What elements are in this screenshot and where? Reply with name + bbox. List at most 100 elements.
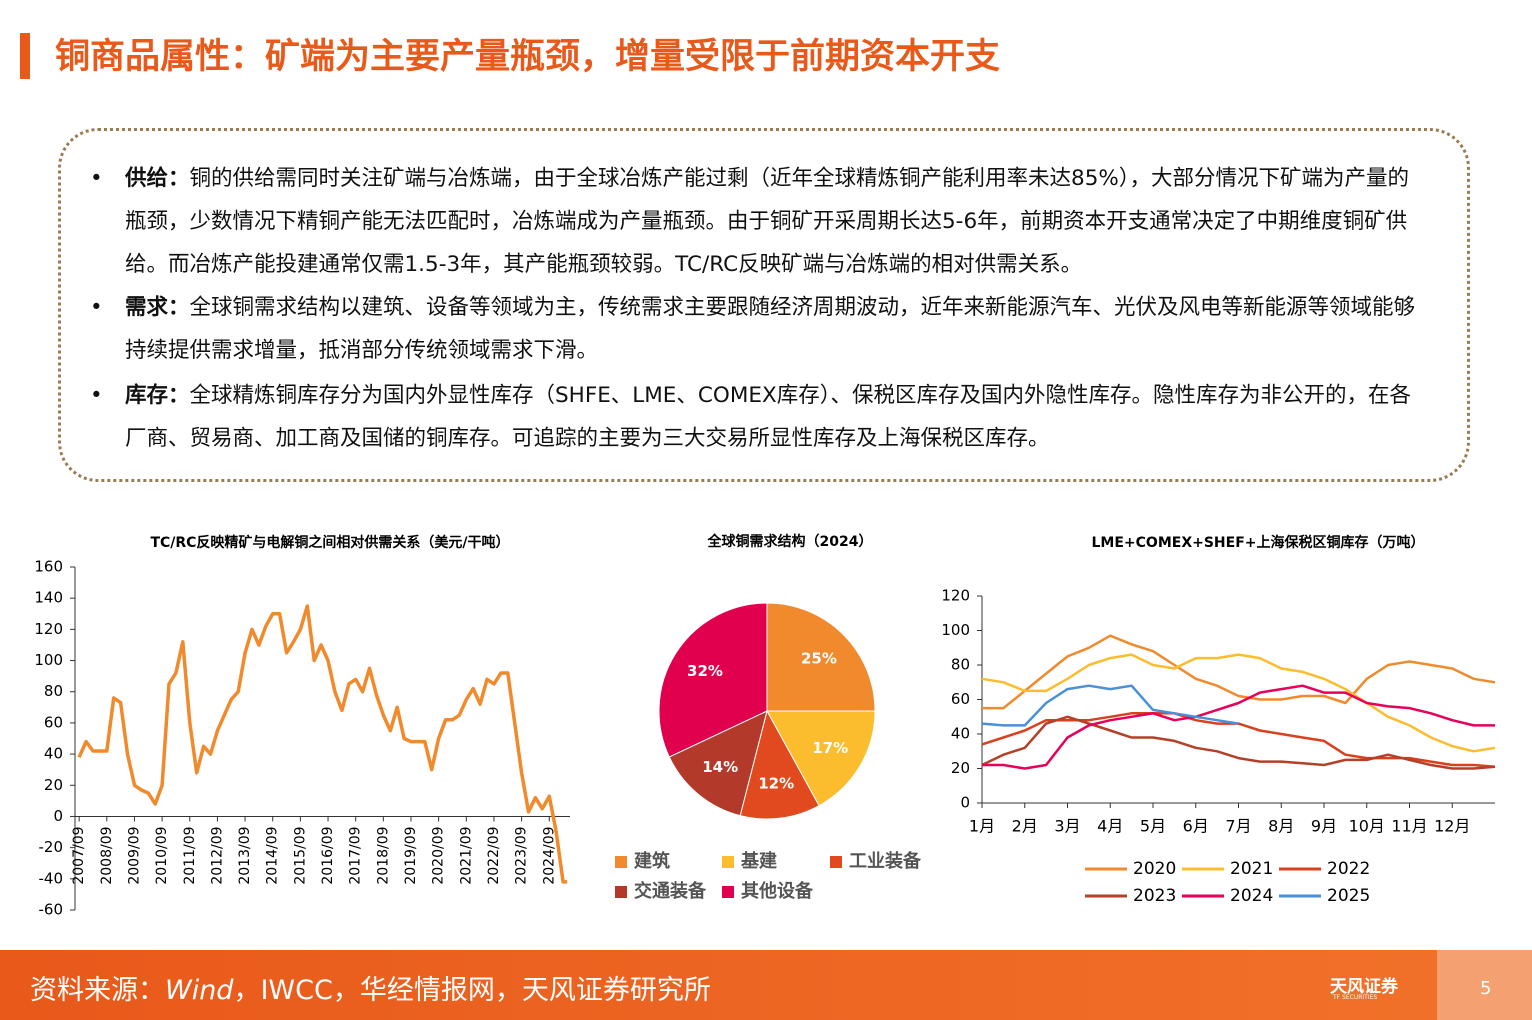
series-line xyxy=(77,604,568,884)
x-tick-label: 2017/09 xyxy=(348,826,364,884)
chart-title: LME+COMEX+SHEF+上海保税区铜库存（万吨） xyxy=(1092,534,1425,551)
pie-slice xyxy=(766,710,876,807)
x-tick-label: 10月 xyxy=(1349,817,1385,836)
source: 资料来源：Wind，IWCC，华经情报网，天风证券研究所 xyxy=(30,968,711,1007)
x-tick-label: 2020/09 xyxy=(431,826,447,884)
title-bar xyxy=(20,33,30,79)
x-tick-label: 3月 xyxy=(1054,817,1080,836)
text-box xyxy=(58,128,1470,482)
x-tick-label: 2022/09 xyxy=(486,826,502,884)
x-tick-label: 2014/09 xyxy=(265,826,281,884)
x-tick-label: 2015/09 xyxy=(292,826,308,884)
y-tick-label: 60 xyxy=(951,690,970,708)
legend-label: 2021 xyxy=(1230,859,1273,879)
y-tick-label: -60 xyxy=(39,901,64,919)
page-number-box xyxy=(1437,950,1532,1020)
x-tick-label: 2007/09 xyxy=(71,826,87,884)
legend-label: 2023 xyxy=(1133,886,1176,906)
y-tick-label: -40 xyxy=(39,869,64,887)
x-tick-label: 2013/09 xyxy=(237,826,253,884)
y-tick-label: 20 xyxy=(44,776,63,794)
x-tick-label: 5月 xyxy=(1140,817,1166,836)
y-tick-label: 0 xyxy=(960,794,970,812)
x-tick-label: 8月 xyxy=(1268,817,1294,836)
bullet-text: 全球精炼铜库存分为国内外显性库存（SHFE、LME、COMEX库存）、保税区库存… xyxy=(125,383,1411,451)
chart-title: TC/RC反映精矿与电解铜之间相对供需关系（美元/干吨） xyxy=(150,534,509,551)
pie-slice xyxy=(668,710,768,817)
y-tick-label: 40 xyxy=(951,725,970,743)
y-tick-label: 80 xyxy=(951,656,970,674)
x-tick-label: 1月 xyxy=(969,817,995,836)
series-line xyxy=(981,684,1239,727)
legend-label: 2025 xyxy=(1327,886,1370,906)
legend-label: 工业装备 xyxy=(849,850,922,872)
logo-en: TF SECURITIES xyxy=(1333,994,1378,1001)
y-tick-label: 120 xyxy=(941,587,970,605)
y-tick-label: 140 xyxy=(34,589,63,607)
page-number: 5 xyxy=(1480,978,1492,999)
legend-label: 2020 xyxy=(1133,859,1176,879)
y-tick-label: 80 xyxy=(44,682,63,700)
bullet-label: 库存： xyxy=(125,383,190,408)
y-tick-label: -20 xyxy=(39,838,64,856)
x-tick-label: 2021/09 xyxy=(458,826,474,884)
legend-swatch xyxy=(615,856,627,868)
y-tick-label: 60 xyxy=(44,713,63,731)
legend-label: 基建 xyxy=(740,850,777,872)
x-tick-label: 12月 xyxy=(1434,817,1470,836)
y-tick-label: 100 xyxy=(34,651,63,669)
source-italic: Wind xyxy=(165,975,234,1006)
x-tick-label: 2011/09 xyxy=(182,826,198,884)
legend-label: 建筑 xyxy=(634,850,670,872)
bullet-label: 供给： xyxy=(125,166,190,191)
legend-label: 交通装备 xyxy=(634,880,707,902)
y-tick-label: 40 xyxy=(44,745,63,763)
pie-slice xyxy=(739,709,820,820)
legend-label: 2022 xyxy=(1327,859,1370,879)
x-tick-label: 2008/09 xyxy=(99,826,115,884)
source-rest: ，IWCC，华经情报网，天风证券研究所 xyxy=(233,975,711,1006)
x-tick-label: 2024/09 xyxy=(541,826,557,884)
footer: 资料来源：Wind，IWCC，华经情报网，天风证券研究所 天风证券 TF SEC… xyxy=(0,950,1532,1020)
slice-label: 14% xyxy=(702,758,738,776)
y-tick-label: 100 xyxy=(941,621,970,639)
bullet-label: 需求： xyxy=(125,295,190,320)
x-tick-label: 7月 xyxy=(1225,817,1251,836)
y-tick-label: 20 xyxy=(951,759,970,777)
y-tick-label: 120 xyxy=(34,620,63,638)
legend-swatch xyxy=(722,886,734,898)
x-tick-label: 11月 xyxy=(1391,817,1427,836)
x-tick-label: 6月 xyxy=(1183,817,1209,836)
bullet-text: 铜的供给需同时关注矿端与冶炼端，由于全球冶炼产能过剩（近年全球精炼铜产能利用率未… xyxy=(125,166,1410,277)
slice-label: 12% xyxy=(758,774,794,792)
y-tick-label: 160 xyxy=(34,558,63,576)
series-line xyxy=(982,634,1496,710)
slice-label: 17% xyxy=(812,739,848,757)
x-tick-label: 2010/09 xyxy=(154,826,170,884)
x-tick-label: 2023/09 xyxy=(514,826,530,884)
x-tick-label: 2009/09 xyxy=(126,826,142,884)
series-line xyxy=(981,653,1496,753)
x-tick-label: 4月 xyxy=(1097,817,1123,836)
x-tick-label: 2019/09 xyxy=(403,826,419,884)
bullet: • 库存：全球精炼铜库存分为国内外显性库存（SHFE、LME、COMEX库存）、保… xyxy=(90,383,1411,451)
slice-label: 25% xyxy=(801,650,837,668)
bullet: • 供给：铜的供给需同时关注矿端与冶炼端，由于全球冶炼产能过剩（近年全球精炼铜产能… xyxy=(90,166,1410,277)
pie-slice xyxy=(766,602,876,712)
slice-label: 32% xyxy=(687,662,723,680)
bullet-text: 全球铜需求结构以建筑、设备等领域为主，传统需求主要跟随经济周期波动，近年来新能源… xyxy=(125,295,1416,363)
legend-swatch xyxy=(615,886,627,898)
y-tick-label: 0 xyxy=(53,807,63,825)
x-tick-label: 2012/09 xyxy=(209,826,225,884)
legend-swatch xyxy=(722,856,734,868)
pie-slice xyxy=(658,602,768,758)
charts: TC/RC反映精矿与电解铜之间相对供需关系（美元/干吨） -60 -40 -20 0 20… xyxy=(34,533,1496,919)
source-prefix: 资料来源： xyxy=(30,975,165,1006)
chart-title: 全球铜需求结构（2024） xyxy=(707,533,873,550)
legend-swatch xyxy=(830,856,842,868)
x-tick-label: 2月 xyxy=(1012,817,1038,836)
page-title: 铜商品属性：矿端为主要产量瓶颈，增量受限于前期资本开支 xyxy=(55,37,1001,77)
series-line xyxy=(982,684,1495,770)
legend-label: 其他设备 xyxy=(741,880,814,902)
